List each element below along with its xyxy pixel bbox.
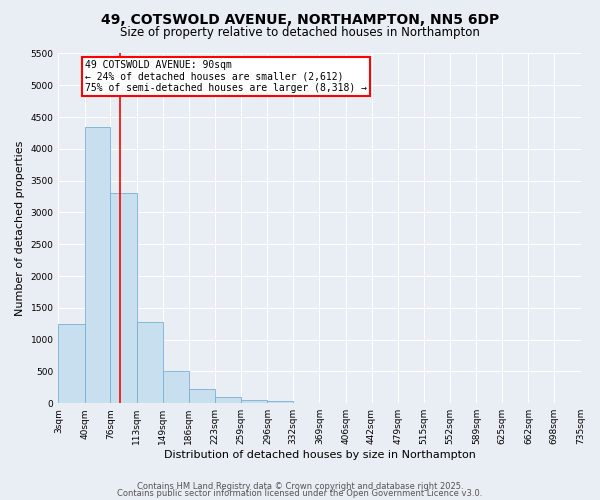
Bar — [189, 389, 215, 403]
Text: Size of property relative to detached houses in Northampton: Size of property relative to detached ho… — [120, 26, 480, 39]
Bar — [85, 126, 110, 403]
Bar — [137, 322, 163, 403]
Bar — [110, 194, 137, 403]
Text: Contains public sector information licensed under the Open Government Licence v3: Contains public sector information licen… — [118, 489, 482, 498]
Bar — [58, 324, 85, 403]
Bar — [268, 400, 293, 403]
Bar — [163, 372, 189, 403]
Text: Contains HM Land Registry data © Crown copyright and database right 2025.: Contains HM Land Registry data © Crown c… — [137, 482, 463, 491]
Text: 49 COTSWOLD AVENUE: 90sqm
← 24% of detached houses are smaller (2,612)
75% of se: 49 COTSWOLD AVENUE: 90sqm ← 24% of detac… — [85, 60, 367, 93]
Bar — [215, 398, 241, 403]
Y-axis label: Number of detached properties: Number of detached properties — [15, 140, 25, 316]
X-axis label: Distribution of detached houses by size in Northampton: Distribution of detached houses by size … — [164, 450, 475, 460]
Bar — [241, 400, 268, 403]
Text: 49, COTSWOLD AVENUE, NORTHAMPTON, NN5 6DP: 49, COTSWOLD AVENUE, NORTHAMPTON, NN5 6D… — [101, 12, 499, 26]
